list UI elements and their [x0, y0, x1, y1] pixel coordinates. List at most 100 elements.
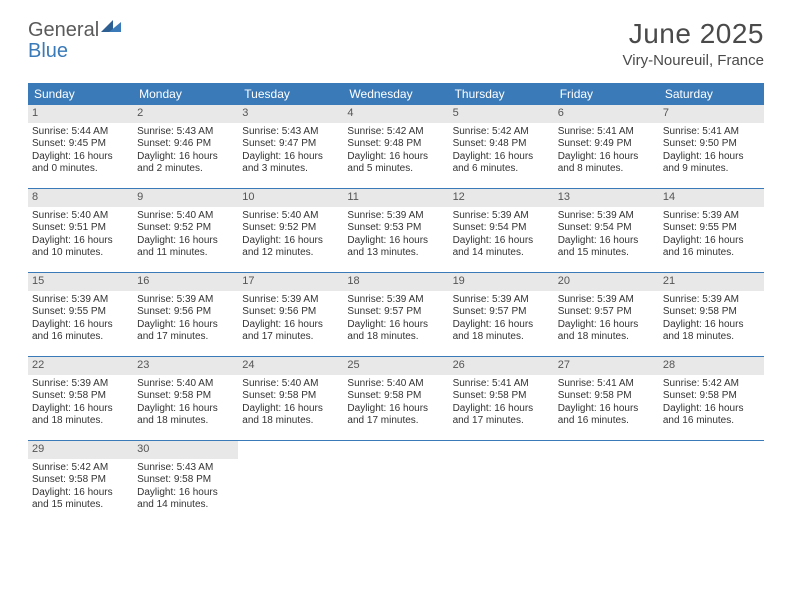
daylight-line: Daylight: 16 hours and 18 minutes. [453, 319, 550, 344]
sunrise-line: Sunrise: 5:40 AM [242, 378, 339, 391]
calendar-cell [343, 441, 448, 525]
calendar-week: 15Sunrise: 5:39 AMSunset: 9:55 PMDayligh… [28, 273, 764, 357]
calendar-week: 1Sunrise: 5:44 AMSunset: 9:45 PMDaylight… [28, 105, 764, 189]
sunset-line: Sunset: 9:55 PM [663, 222, 760, 235]
dow-header: Wednesday [343, 83, 448, 105]
calendar-cell: 8Sunrise: 5:40 AMSunset: 9:51 PMDaylight… [28, 189, 133, 272]
logo: General Blue [28, 18, 123, 62]
daylight-line: Daylight: 16 hours and 5 minutes. [347, 151, 444, 176]
daylight-line: Daylight: 16 hours and 18 minutes. [558, 319, 655, 344]
calendar-week: 22Sunrise: 5:39 AMSunset: 9:58 PMDayligh… [28, 357, 764, 441]
sunrise-line: Sunrise: 5:43 AM [242, 126, 339, 139]
dow-header: Thursday [449, 83, 554, 105]
calendar-cell: 22Sunrise: 5:39 AMSunset: 9:58 PMDayligh… [28, 357, 133, 440]
dow-header: Saturday [659, 83, 764, 105]
day-number: 3 [238, 105, 343, 123]
location-label: Viry-Noureuil, France [623, 52, 764, 69]
dow-header: Tuesday [238, 83, 343, 105]
day-number: 12 [449, 189, 554, 207]
daylight-line: Daylight: 16 hours and 16 minutes. [663, 235, 760, 260]
calendar-cell: 20 Sunrise: 5:39 AMSunset: 9:57 PMDayligh… [554, 273, 659, 356]
day-number: 2 [133, 105, 238, 123]
sunrise-line: Sunrise: 5:43 AM [137, 462, 234, 475]
sunset-line: Sunset: 9:57 PM [558, 306, 655, 319]
sunset-line: Sunset: 9:53 PM [347, 222, 444, 235]
daylight-line: Daylight: 16 hours and 16 minutes. [558, 403, 655, 428]
calendar-cell: 25Sunrise: 5:40 AMSunset: 9:58 PMDayligh… [343, 357, 448, 440]
sunset-line: Sunset: 9:58 PM [663, 390, 760, 403]
day-number: 29 [28, 441, 133, 459]
sunrise-line: Sunrise: 5:39 AM [32, 378, 129, 391]
sunset-line: Sunset: 9:58 PM [558, 390, 655, 403]
calendar-cell: 12Sunrise: 5:39 AMSunset: 9:54 PMDayligh… [449, 189, 554, 272]
sunrise-line: Sunrise: 5:39 AM [242, 294, 339, 307]
calendar-cell: 5Sunrise: 5:42 AMSunset: 9:48 PMDaylight… [449, 105, 554, 188]
calendar-cell: 23Sunrise: 5:40 AMSunset: 9:58 PMDayligh… [133, 357, 238, 440]
daylight-line: Daylight: 16 hours and 3 minutes. [242, 151, 339, 176]
sunset-line: Sunset: 9:58 PM [663, 306, 760, 319]
sunrise-line: Sunrise: 5:41 AM [453, 378, 550, 391]
daylight-line: Daylight: 16 hours and 0 minutes. [32, 151, 129, 176]
sunset-line: Sunset: 9:50 PM [663, 138, 760, 151]
sunset-line: Sunset: 9:57 PM [453, 306, 550, 319]
calendar-cell: 19Sunrise: 5:39 AMSunset: 9:57 PMDayligh… [449, 273, 554, 356]
sunset-line: Sunset: 9:47 PM [242, 138, 339, 151]
sunrise-line: Sunrise: 5:41 AM [663, 126, 760, 139]
page-header: General Blue June 2025 Viry-Noureuil, Fr… [0, 0, 792, 77]
day-number: 27 [554, 357, 659, 375]
day-number: 21 [659, 273, 764, 291]
day-number: 10 [238, 189, 343, 207]
calendar-cell: 4Sunrise: 5:42 AMSunset: 9:48 PMDaylight… [343, 105, 448, 188]
sunset-line: Sunset: 9:58 PM [137, 474, 234, 487]
daylight-line: Daylight: 16 hours and 13 minutes. [347, 235, 444, 260]
sunset-line: Sunset: 9:58 PM [453, 390, 550, 403]
day-number: 18 [343, 273, 448, 291]
daylight-line: Daylight: 16 hours and 16 minutes. [32, 319, 129, 344]
daylight-line: Daylight: 16 hours and 18 minutes. [242, 403, 339, 428]
day-number: 11 [343, 189, 448, 207]
sunrise-line: Sunrise: 5:39 AM [137, 294, 234, 307]
sunset-line: Sunset: 9:52 PM [242, 222, 339, 235]
day-number: 7 [659, 105, 764, 123]
daylight-line: Daylight: 16 hours and 15 minutes. [32, 487, 129, 512]
sunrise-line: Sunrise: 5:42 AM [347, 126, 444, 139]
daylight-line: Daylight: 16 hours and 17 minutes. [137, 319, 234, 344]
day-number: 15 [28, 273, 133, 291]
dow-header-row: Sunday Monday Tuesday Wednesday Thursday… [28, 83, 764, 105]
calendar-cell: 3 Sunrise: 5:43 AMSunset: 9:47 PMDaylight… [238, 105, 343, 188]
day-number: 23 [133, 357, 238, 375]
calendar-cell: 18Sunrise: 5:39 AMSunset: 9:57 PMDayligh… [343, 273, 448, 356]
sunset-line: Sunset: 9:45 PM [32, 138, 129, 151]
sunrise-line: Sunrise: 5:39 AM [558, 294, 655, 307]
daylight-line: Daylight: 16 hours and 11 minutes. [137, 235, 234, 260]
sunset-line: Sunset: 9:51 PM [32, 222, 129, 235]
sunset-line: Sunset: 9:46 PM [137, 138, 234, 151]
day-number: 4 [343, 105, 448, 123]
sunrise-line: Sunrise: 5:39 AM [663, 210, 760, 223]
day-number: 20 [554, 273, 659, 291]
sunrise-line: Sunrise: 5:40 AM [347, 378, 444, 391]
daylight-line: Daylight: 16 hours and 10 minutes. [32, 235, 129, 260]
day-number: 19 [449, 273, 554, 291]
sunrise-line: Sunrise: 5:41 AM [558, 378, 655, 391]
logo-word1: General [28, 19, 99, 41]
dow-header: Friday [554, 83, 659, 105]
sunset-line: Sunset: 9:52 PM [137, 222, 234, 235]
dow-header: Monday [133, 83, 238, 105]
calendar-cell: 1Sunrise: 5:44 AMSunset: 9:45 PMDaylight… [28, 105, 133, 188]
title-block: June 2025 Viry-Noureuil, France [623, 18, 764, 69]
calendar-cell: 30Sunrise: 5:43 AMSunset: 9:58 PMDayligh… [133, 441, 238, 525]
sunrise-line: Sunrise: 5:39 AM [558, 210, 655, 223]
calendar-cell: 21Sunrise: 5:39 AMSunset: 9:58 PMDayligh… [659, 273, 764, 356]
daylight-line: Daylight: 16 hours and 12 minutes. [242, 235, 339, 260]
daylight-line: Daylight: 16 hours and 15 minutes. [558, 235, 655, 260]
sunrise-line: Sunrise: 5:43 AM [137, 126, 234, 139]
logo-text: General Blue [28, 18, 123, 62]
sunset-line: Sunset: 9:54 PM [558, 222, 655, 235]
daylight-line: Daylight: 16 hours and 2 minutes. [137, 151, 234, 176]
calendar-cell [659, 441, 764, 525]
day-number: 1 [28, 105, 133, 123]
sunrise-line: Sunrise: 5:40 AM [32, 210, 129, 223]
calendar-cell: 6Sunrise: 5:41 AMSunset: 9:49 PMDaylight… [554, 105, 659, 188]
calendar-week: 29Sunrise: 5:42 AMSunset: 9:58 PMDayligh… [28, 441, 764, 525]
